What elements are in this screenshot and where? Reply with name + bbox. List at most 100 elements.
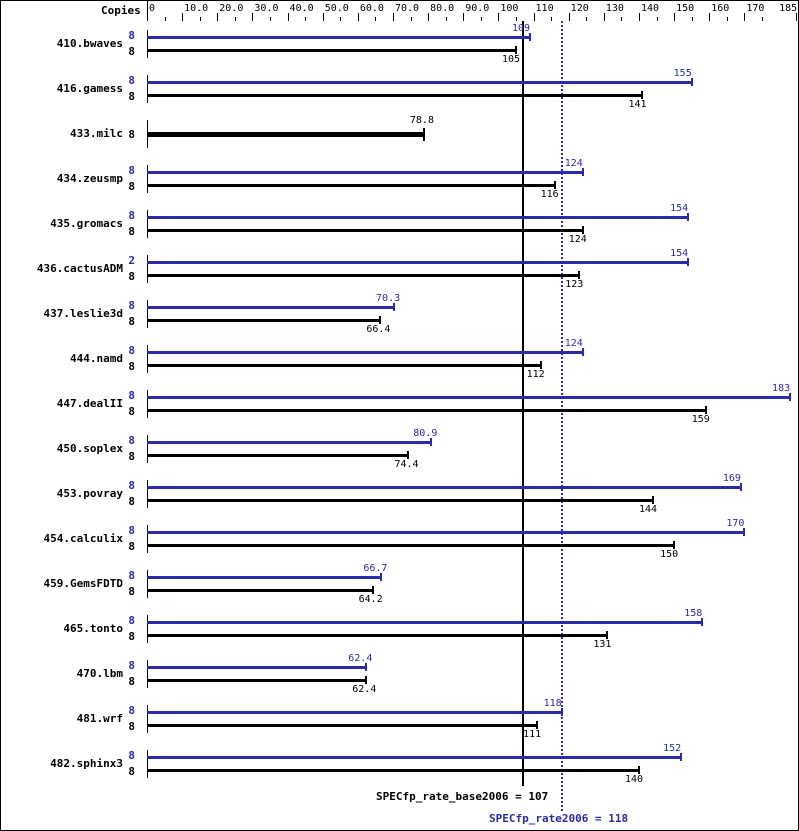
base-copies-count: 8 [128,765,135,778]
row-axis-line [147,390,148,418]
base-copies-count: 8 [128,720,135,733]
base-bar [147,274,580,277]
x-tick-minor [515,17,517,21]
peak-bar [147,36,531,39]
peak-endcap [380,573,383,581]
peak-bar [147,486,741,489]
peak-value-label: 152 [663,743,682,754]
peak-bar [147,621,703,624]
base-endcap [514,46,517,54]
x-tick-label: 20.0 [219,3,244,14]
base-bar [147,499,654,502]
x-tick-major [182,13,184,21]
base-copies-count: 8 [128,225,135,238]
peak-reference-line [560,21,563,811]
x-tick-major [674,13,676,21]
x-tick-major [498,13,500,21]
x-tick-major [463,13,465,21]
base-bar [147,94,643,97]
x-tick-label: 90.0 [465,3,490,14]
peak-endcap [581,348,584,356]
x-tick-major [603,13,605,21]
base-copies-count: 8 [128,315,135,328]
row-axis-line [147,660,148,688]
x-tick-label: 30.0 [254,3,279,14]
peak-value-label: 80.9 [413,428,438,439]
base-copies-count: 8 [128,180,135,193]
x-tick-minor [234,17,236,21]
benchmark-label: 470.lbm [76,667,123,680]
peak-endcap [365,663,368,671]
row-axis-line [147,525,148,553]
x-tick-minor [480,17,482,21]
benchmark-label: 453.povray [56,487,123,500]
axis-origin-line [147,1,148,21]
base-value-label: 74.4 [394,459,419,470]
x-tick-label: 80.0 [430,3,455,14]
base-endcap [704,406,707,414]
base-value-label: 159 [691,414,710,425]
peak-copies-count: 8 [128,614,135,627]
row-axis-line [147,615,148,643]
peak-copies-count: 8 [128,749,135,762]
peak-value-label: 70.3 [376,293,401,304]
peak-copies-count: 8 [128,29,135,42]
base-bar [147,634,608,637]
base-endcap [422,128,425,141]
base-reference-line [521,21,524,786]
benchmark-label: 459.GemsFDTD [43,577,123,590]
x-tick-minor [164,17,166,21]
base-value-label: 116 [540,189,559,200]
peak-endcap [687,258,690,266]
peak-value-label: 109 [512,23,531,34]
base-value-label: 144 [639,504,658,515]
x-tick-minor [621,17,623,21]
base-copies-count: 8 [128,450,135,463]
peak-value-label: 124 [564,158,583,169]
peak-copies-count: 8 [128,74,135,87]
x-tick-label: 140 [640,3,660,14]
base-bar [147,769,639,772]
benchmark-label: 433.milc [70,127,123,140]
x-tick-major [428,13,430,21]
peak-value-label: 124 [564,338,583,349]
peak-copies-count: 2 [128,254,135,267]
peak-copies-count: 8 [128,479,135,492]
benchmark-label: 435.gromacs [50,217,123,230]
peak-bar [147,351,583,354]
base-endcap [637,766,640,774]
x-tick-label: 120 [570,3,589,14]
base-bar [147,49,516,52]
peak-endcap [430,438,433,446]
row-axis-line [147,435,148,463]
x-tick-label: 50.0 [324,3,349,14]
peak-endcap [529,33,532,41]
base-value-label: 124 [568,234,587,245]
benchmark-label: 447.dealII [56,397,123,410]
benchmark-label: 481.wrf [76,712,123,725]
x-tick-label: 160 [711,3,730,14]
row-axis-line [147,480,148,508]
base-value-label: 150 [660,549,679,560]
x-tick-major [744,13,746,21]
base-bar [147,184,555,187]
row-axis-line [147,705,148,733]
base-copies-count: 8 [128,405,135,418]
peak-bar [147,171,583,174]
x-tick-minor [656,17,658,21]
base-value-label: 62.4 [352,684,377,695]
row-axis-line [147,75,148,103]
base-endcap [553,181,556,189]
x-tick-label: 60.0 [359,3,384,14]
base-value-label: 78.8 [409,115,434,126]
x-tick-major [252,13,254,21]
x-tick-minor [410,17,412,21]
x-tick-major [287,13,289,21]
benchmark-label: 454.calculix [43,532,123,545]
base-summary: SPECfp_rate_base2006 = 107 [376,790,549,803]
peak-bar [147,711,562,714]
base-copies-count: 8 [128,540,135,553]
row-axis-line [147,255,148,283]
x-tick-label: 150 [676,3,695,14]
x-tick-minor [199,17,201,21]
